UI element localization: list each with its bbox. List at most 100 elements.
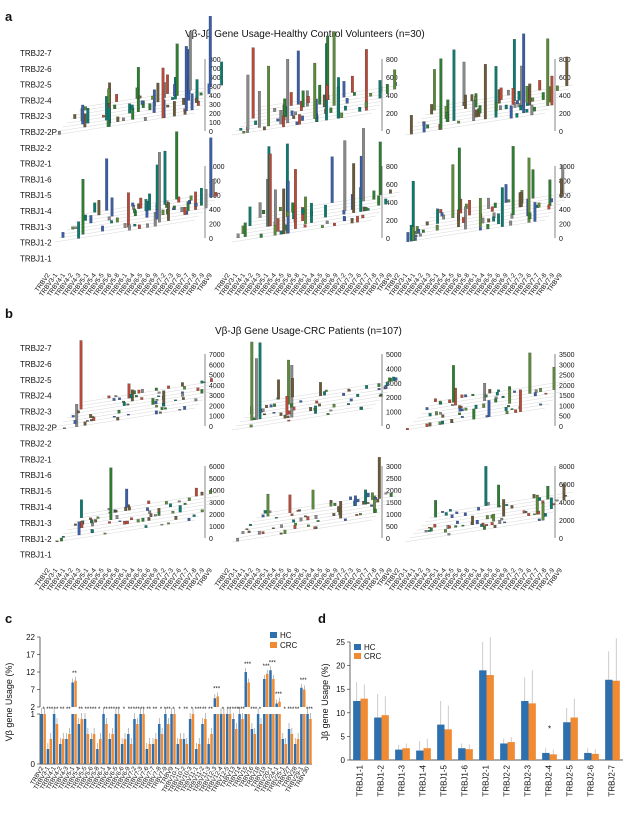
crc-bar xyxy=(179,739,182,764)
crc-bar xyxy=(570,717,578,760)
z-tick-label: 1000 xyxy=(559,403,575,410)
3d-bar xyxy=(166,74,169,94)
hc-bar xyxy=(281,739,285,764)
3d-bar xyxy=(541,92,545,100)
threed-bar-charts: TRBJ2-7 TRBJ2-6 TRBJ2-5 TRBJ2-4 TRBJ2-3 TRBJ2… xyxy=(20,16,575,593)
hc-bar xyxy=(353,701,361,760)
3d-bar xyxy=(472,408,476,420)
hc-bar xyxy=(151,744,155,764)
crc-bar xyxy=(265,714,269,764)
3d-bar xyxy=(194,97,198,103)
jb-axis-label: TRBJ1-5 xyxy=(20,191,52,200)
floor-line xyxy=(408,515,550,539)
3d-bar xyxy=(362,500,366,505)
3d-bar xyxy=(486,224,490,230)
3d-bar xyxy=(439,412,442,415)
3d-bar xyxy=(451,164,455,218)
x-tick-label: TRBJ1-4 xyxy=(419,764,428,796)
3d-bar xyxy=(299,517,303,522)
crc-bar xyxy=(290,734,294,764)
z-tick-label: 4000 xyxy=(386,366,402,373)
3d-bar xyxy=(448,509,452,512)
3d-bar xyxy=(116,116,120,122)
3d-bar xyxy=(276,118,280,122)
3d-bar xyxy=(118,520,122,522)
3d-bar xyxy=(183,406,187,410)
hc-bar xyxy=(71,682,74,707)
3d-bar xyxy=(372,190,376,200)
hc-bar xyxy=(182,739,186,764)
crc-bar xyxy=(216,714,219,764)
crc-bar xyxy=(92,734,96,764)
3d-bar xyxy=(537,202,541,208)
3d-bar xyxy=(490,206,494,212)
3d-bar xyxy=(74,523,77,526)
3d-bar xyxy=(332,513,336,516)
3d-bar xyxy=(127,506,131,511)
jb-axis-label: TRBJ2-7 xyxy=(20,344,52,353)
3d-bar xyxy=(547,204,551,210)
3d-bar xyxy=(123,520,127,525)
3d-bar xyxy=(127,192,130,228)
3d-bar xyxy=(356,216,359,223)
3d-bar xyxy=(358,106,362,112)
jb-axis-label: TRBJ2-7 xyxy=(20,49,52,58)
jb-axis-label: TRBJ2-6 xyxy=(20,360,52,369)
3d-bar xyxy=(373,508,377,513)
y-tick-label: 5 xyxy=(341,732,346,741)
3d-bar xyxy=(511,146,515,215)
3d-bar xyxy=(490,522,494,526)
3d-bar xyxy=(329,503,333,507)
3d-bar xyxy=(483,383,487,401)
3d-bar xyxy=(502,499,506,517)
z-tick-label: 0 xyxy=(559,236,563,243)
z-tick-label: 800 xyxy=(559,57,571,64)
3d-bar xyxy=(481,217,485,224)
z-tick-label: 5000 xyxy=(209,476,225,483)
hc-bar xyxy=(374,717,382,760)
z-tick-label: 0 xyxy=(209,536,213,543)
3d-bar xyxy=(457,120,461,124)
hc-bar xyxy=(416,750,424,760)
3d-bar xyxy=(470,94,474,102)
3d-bar xyxy=(522,33,526,114)
jb-axis-label: TRBJ2-4 xyxy=(20,392,52,401)
floor-line xyxy=(231,407,373,431)
3d-bar xyxy=(292,519,296,523)
3d-bar xyxy=(356,393,360,397)
crc-bar xyxy=(360,698,368,760)
3d-bar xyxy=(458,405,462,409)
3d-bar xyxy=(320,225,324,228)
3d-bar xyxy=(325,220,329,224)
3d-bar xyxy=(204,189,208,209)
3d-bar xyxy=(422,121,426,133)
crc-bar xyxy=(99,739,102,764)
3d-bar xyxy=(152,102,156,113)
3d-bar xyxy=(349,398,353,402)
significance-mark: ** xyxy=(295,707,300,713)
z-tick-label: 1000 xyxy=(209,414,225,421)
crc-bar xyxy=(444,729,452,760)
3d-bar xyxy=(291,378,294,398)
3d-bar xyxy=(133,223,137,227)
3d-bar xyxy=(562,483,566,501)
3d-bar xyxy=(516,100,519,104)
3d-bar xyxy=(342,392,346,396)
legend-swatch-crc xyxy=(270,642,277,648)
3d-bar xyxy=(325,85,329,100)
jb-axis-label: TRBJ2-1 xyxy=(20,455,52,464)
3d-bar xyxy=(112,416,116,418)
3d-bar xyxy=(451,404,454,406)
3d-bar xyxy=(500,187,504,227)
x-tick-label: TRBJ2-1 xyxy=(482,764,491,796)
3d-bar xyxy=(329,500,333,503)
floor-line xyxy=(404,519,546,543)
crc-bar xyxy=(228,714,232,764)
z-tick-label: 0 xyxy=(209,236,213,243)
jb-axis-label: TRBJ1-2 xyxy=(20,239,52,248)
3d-bar xyxy=(63,427,66,429)
significance-mark: *** xyxy=(90,707,98,713)
3d-bar xyxy=(506,89,510,96)
crc-bar xyxy=(235,729,238,764)
z-tick-label: 500 xyxy=(386,524,398,531)
